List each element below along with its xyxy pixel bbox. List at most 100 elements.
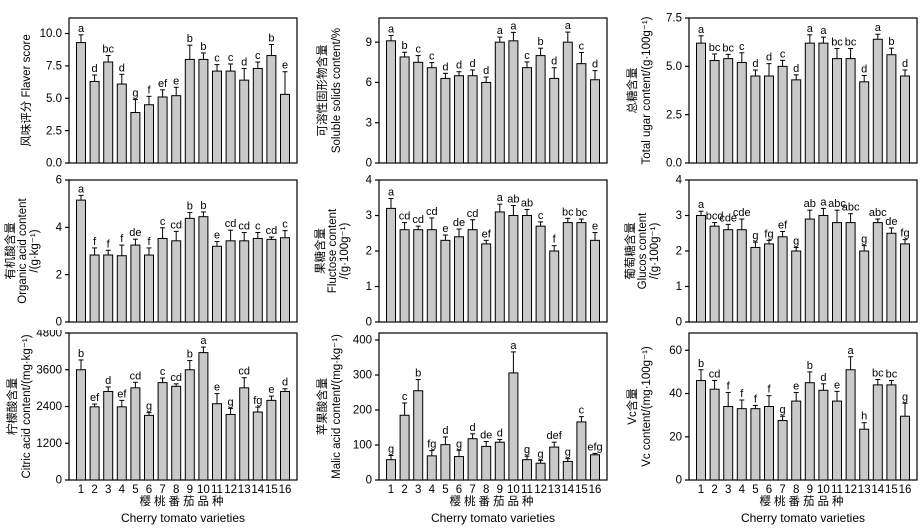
sig-letter: g (793, 235, 799, 247)
y-axis-title-line: Malic acid content/(mg·kg⁻¹) (331, 334, 343, 479)
y-tick-label: 3 (676, 210, 682, 222)
sig-letter: a (388, 186, 395, 198)
y-axis-title-line: Soluble solids content/% (331, 28, 343, 153)
sig-letter: d (902, 58, 908, 70)
y-tick-label: 300 (353, 370, 372, 382)
sig-letter: c (214, 53, 220, 65)
bar (818, 389, 829, 481)
x-tick-label: 2 (711, 484, 717, 496)
sig-letter: d (119, 62, 125, 74)
sig-letter: cd (426, 206, 438, 218)
y-tick-label: 2.5 (666, 109, 682, 121)
sig-letter: f (754, 393, 758, 405)
sig-letter: b (200, 200, 206, 212)
sig-letter: d (766, 52, 772, 64)
bar (900, 243, 910, 323)
sig-letter: g (780, 404, 786, 416)
bar (198, 352, 209, 481)
x-tick-label: 4 (739, 484, 746, 496)
chart-citric-acid: 樱桃番茄品种 Cherry tomato varieties 0 1200 2400… (0, 330, 310, 530)
bar (804, 382, 815, 481)
x-axis-label-en: Cherry tomato varieties (120, 511, 246, 525)
y-axis-title-line: Glucos content (637, 212, 649, 290)
x-tick-label: 11 (211, 484, 223, 496)
bar (157, 96, 168, 164)
sig-letter: fg (427, 439, 436, 451)
bar (845, 222, 856, 323)
chart-malic-acid: 樱桃番茄品种 Cherry tomato varieties 0 100 200 30… (310, 330, 620, 530)
sig-letter: d (820, 372, 826, 384)
sig-letter: f (147, 84, 151, 96)
sig-letter: d (497, 427, 503, 439)
x-tick-label: 15 (885, 484, 898, 496)
bars (696, 215, 910, 323)
bar (576, 63, 587, 164)
x-tick-label: 2 (401, 484, 407, 496)
bar (696, 215, 706, 323)
figure-column-2: 0 3 6 9 可溶性固形物含量 Soluble solids content/% a b c c… (310, 0, 620, 530)
bar (89, 254, 100, 323)
bar (777, 236, 788, 323)
sig-letter: g (752, 230, 758, 242)
y-axis-title: 柠檬酸含量 Citric acid content/(mg·kg⁻¹) (5, 334, 33, 478)
y-axis: 0 100 200 300 400 (353, 335, 379, 487)
x-tick-label: 14 (251, 484, 264, 496)
sig-letter: d (483, 65, 489, 77)
bar (212, 70, 222, 164)
bar (900, 75, 910, 164)
bar (198, 58, 209, 164)
sig-letter: e (214, 382, 220, 394)
y-tick-label: 2400 (36, 401, 62, 413)
bar (116, 255, 127, 323)
bar (413, 61, 424, 164)
bar (413, 229, 424, 323)
bar (859, 81, 870, 164)
bar (116, 406, 127, 481)
x-tick-label: 8 (793, 484, 799, 496)
bar (76, 369, 86, 481)
y-tick-label: 0 (676, 475, 682, 487)
bar (239, 387, 250, 481)
y-axis-title: 有机酸含量 Organic acid content/(g·kg⁻¹) (3, 197, 41, 303)
y-axis-title-line: /(g·100g⁻¹) (339, 223, 351, 280)
sig-letter: f (740, 388, 744, 400)
sig-letter: b (888, 36, 894, 48)
error-bars (388, 197, 598, 251)
sig-letter: g (146, 401, 152, 413)
bar (709, 225, 720, 323)
sig-letter: bc (872, 367, 884, 379)
y-tick-label: 1 (366, 281, 372, 293)
sig-letter: c (282, 219, 288, 231)
y-tick-label: 0 (56, 475, 62, 487)
x-tick-label: 11 (521, 484, 533, 496)
bar (76, 42, 86, 164)
sig-letter: fg (253, 395, 262, 407)
sig-letter: ab (507, 194, 519, 206)
x-tick-label: 9 (497, 484, 503, 496)
sig-letter: bc (831, 37, 843, 49)
bar (709, 388, 720, 481)
y-tick-label: 2 (676, 246, 682, 258)
bar (266, 55, 277, 164)
sig-letter: g (902, 391, 908, 403)
bar (832, 222, 842, 323)
sig-letter: cde (733, 207, 751, 219)
y-tick-label: 100 (353, 440, 372, 452)
sig-letter: c (255, 221, 261, 233)
sig-letter: ef (158, 78, 168, 90)
sig-letter: bc (886, 369, 898, 381)
sig-letter: b (78, 348, 84, 360)
chart-flavor-score: 0.0 2.5 5.0 7.5 10.0 风味评分 Flaver score a d bc d g f… (0, 0, 310, 170)
figure-column-3: 0.0 2.5 5.0 7.5 总糖含量 Total ugar content/(g·10… (620, 0, 923, 530)
bar (467, 75, 478, 164)
bar (157, 382, 168, 481)
y-tick-label: 4 (676, 175, 683, 187)
